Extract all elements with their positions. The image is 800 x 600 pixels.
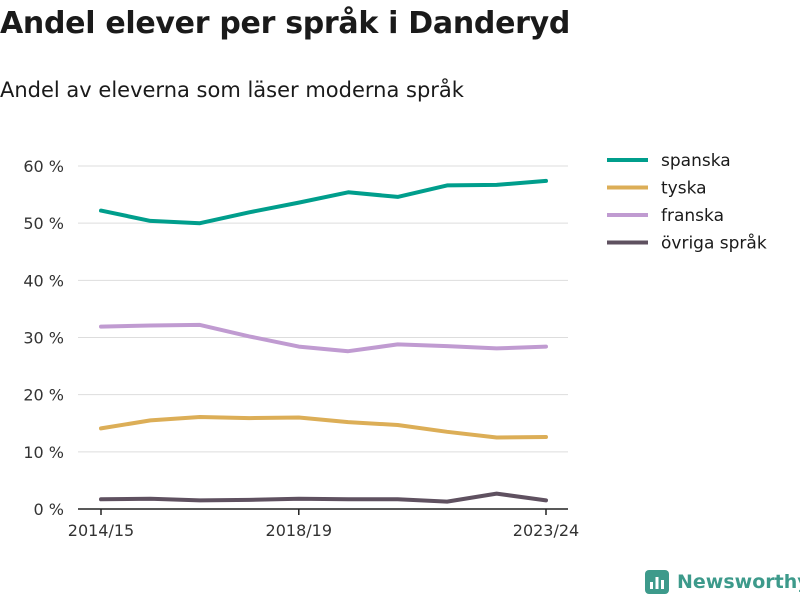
newsworthy-icon — [645, 570, 669, 594]
x-tick-label: 2023/24 — [513, 521, 579, 540]
series-line-1 — [99, 415, 548, 440]
chart-subtitle: Andel av eleverna som läser moderna språ… — [0, 78, 464, 102]
y-tick-label: 60 % — [23, 157, 64, 176]
y-tick-label: 10 % — [23, 443, 64, 462]
y-tick-label: 0 % — [34, 500, 64, 519]
series-line-2 — [99, 322, 548, 354]
x-axis: 2014/15 2018/19 2023/24 — [68, 508, 579, 540]
y-tick-label: 20 % — [23, 386, 64, 405]
y-axis-ticks: 0 % 10 % 20 % 30 % 40 % 50 % 60 % — [23, 157, 64, 519]
grid-lines — [78, 165, 568, 453]
chart-title: Andel elever per språk i Danderyd — [0, 6, 571, 41]
y-tick-label: 30 % — [23, 329, 64, 348]
series-lines — [99, 178, 548, 504]
legend-label: tyska — [661, 179, 707, 199]
legend-label: övriga språk — [661, 233, 767, 254]
legend: spanska tyska franska övriga språk — [607, 151, 767, 254]
brand-logo: Newsworthy — [645, 570, 800, 594]
legend-label: franska — [661, 206, 724, 226]
series-line-3 — [99, 491, 548, 504]
y-tick-label: 50 % — [23, 214, 64, 233]
x-tick-label: 2014/15 — [68, 521, 134, 540]
brand-name: Newsworthy — [677, 571, 800, 593]
y-tick-label: 40 % — [23, 271, 64, 290]
x-tick-label: 2018/19 — [266, 521, 332, 540]
series-line-0 — [99, 178, 548, 226]
legend-label: spanska — [661, 151, 731, 171]
